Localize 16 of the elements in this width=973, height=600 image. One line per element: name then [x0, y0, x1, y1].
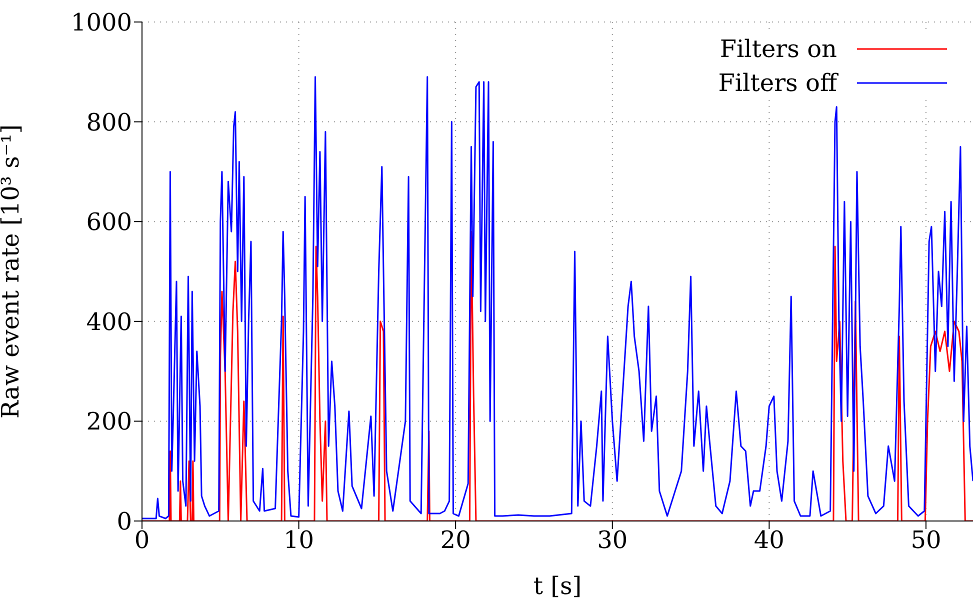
x-tick-label: 50: [910, 526, 942, 554]
x-tick-label: 20: [440, 526, 471, 554]
y-tick-label: 600: [86, 208, 132, 236]
x-tick-label: 40: [754, 526, 784, 554]
x-tick-label: 30: [597, 526, 628, 554]
y-tick-label: 0: [116, 508, 132, 536]
y-tick-label: 800: [86, 108, 132, 136]
y-tick-label: 400: [86, 308, 132, 336]
y-tick-label: 200: [86, 408, 132, 436]
x-tick-label: 0: [134, 526, 150, 554]
y-axis-title: Raw event rate [10³ s⁻¹]: [0, 124, 25, 419]
y-tick-label: 1000: [70, 8, 132, 37]
legend-label: Filters on: [720, 34, 837, 65]
x-axis-title: t [s]: [533, 572, 582, 600]
legend-label: Filters off: [718, 68, 837, 99]
x-tick-label: 10: [284, 526, 314, 554]
